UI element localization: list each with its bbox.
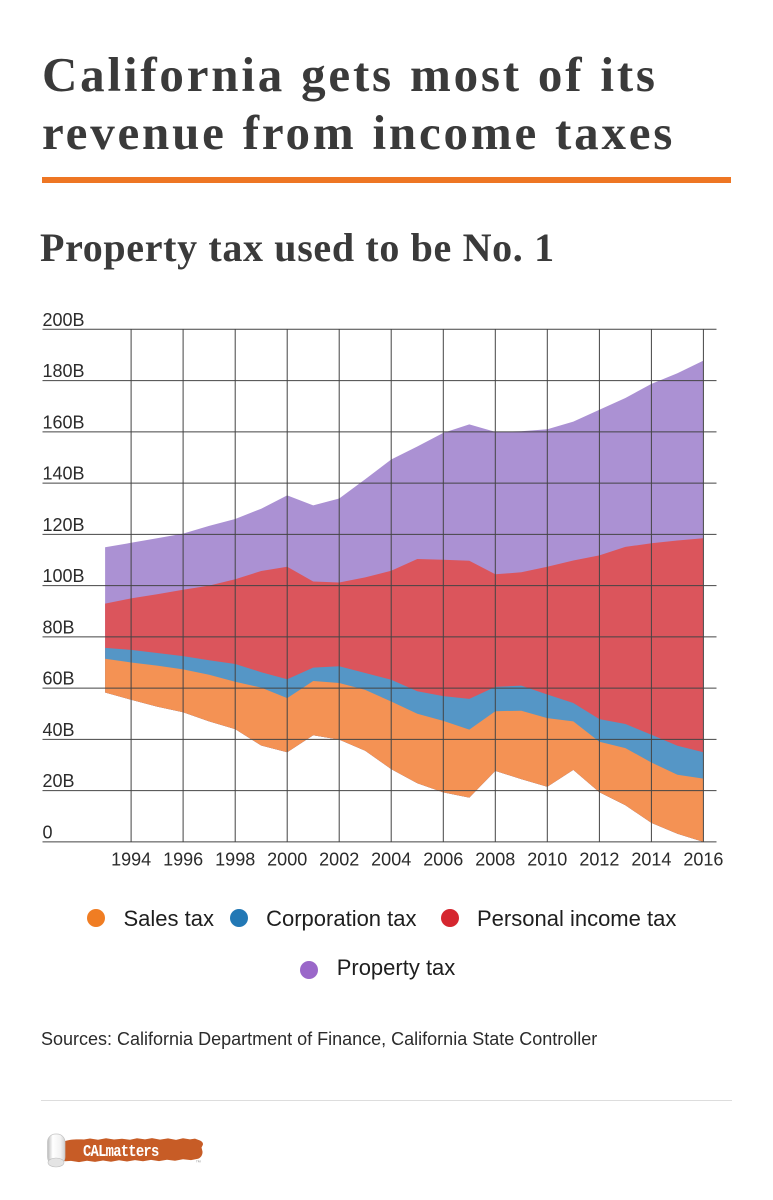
svg-text:2010: 2010 xyxy=(527,850,567,870)
svg-text:180B: 180B xyxy=(43,361,85,381)
svg-text:2004: 2004 xyxy=(371,850,411,870)
svg-text:™: ™ xyxy=(196,1160,202,1166)
svg-text:1994: 1994 xyxy=(111,850,151,870)
svg-text:1996: 1996 xyxy=(163,850,203,870)
svg-text:2016: 2016 xyxy=(683,850,723,870)
svg-text:100B: 100B xyxy=(43,566,85,586)
svg-text:140B: 140B xyxy=(43,464,85,484)
svg-text:2012: 2012 xyxy=(579,850,619,870)
svg-text:20B: 20B xyxy=(43,771,75,791)
svg-text:2008: 2008 xyxy=(475,850,515,870)
svg-text:120B: 120B xyxy=(43,515,85,535)
svg-text:2014: 2014 xyxy=(631,850,671,870)
svg-text:2002: 2002 xyxy=(319,850,359,870)
svg-text:1998: 1998 xyxy=(215,850,255,870)
svg-text:80B: 80B xyxy=(43,617,75,637)
svg-text:2000: 2000 xyxy=(267,850,307,870)
svg-text:2006: 2006 xyxy=(423,850,463,870)
svg-text:CALmatters: CALmatters xyxy=(83,1142,159,1161)
svg-text:40B: 40B xyxy=(43,720,75,740)
svg-text:160B: 160B xyxy=(43,412,85,432)
svg-text:200B: 200B xyxy=(43,310,85,330)
svg-text:60B: 60B xyxy=(43,669,75,689)
svg-text:0: 0 xyxy=(43,822,53,842)
